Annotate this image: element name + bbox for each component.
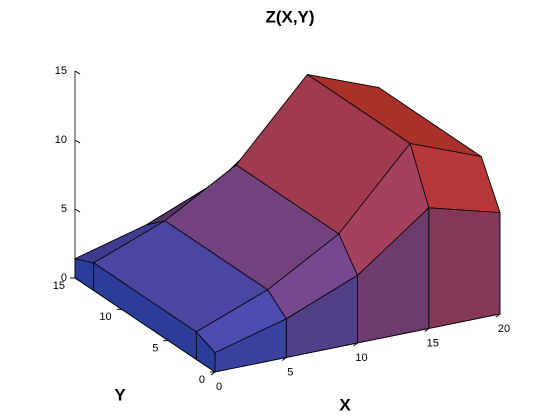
z-tick-label: 10 bbox=[55, 134, 67, 146]
x-tick-label: 15 bbox=[427, 337, 439, 349]
x-tick-label: 10 bbox=[355, 352, 367, 364]
x-tick bbox=[424, 328, 430, 332]
axis-line bbox=[74, 277, 216, 373]
z-tick bbox=[74, 277, 81, 282]
y-tick-label: 10 bbox=[99, 311, 111, 323]
x-axis-label: X bbox=[339, 395, 351, 414]
x-tick-label: 0 bbox=[216, 381, 222, 393]
x-tick bbox=[281, 357, 287, 361]
y-axis-label: Y bbox=[114, 385, 126, 404]
z-tick bbox=[74, 70, 81, 75]
z-tick-label: 5 bbox=[61, 203, 67, 215]
x-tick bbox=[495, 313, 501, 318]
chart-title: Z(X,Y) bbox=[265, 7, 314, 26]
x-tick-label: 20 bbox=[498, 323, 510, 335]
z-tick-label: 15 bbox=[55, 65, 67, 77]
y-tick-label: 15 bbox=[53, 280, 65, 292]
y-tick-label: 0 bbox=[199, 374, 205, 386]
z-tick-label: 0 bbox=[61, 272, 67, 284]
y-tick-label: 5 bbox=[152, 343, 158, 355]
x-tick bbox=[353, 342, 358, 347]
z-tick bbox=[74, 208, 81, 213]
surface-face bbox=[428, 207, 501, 329]
x-tick-label: 5 bbox=[287, 366, 293, 378]
z-tick bbox=[74, 139, 81, 144]
